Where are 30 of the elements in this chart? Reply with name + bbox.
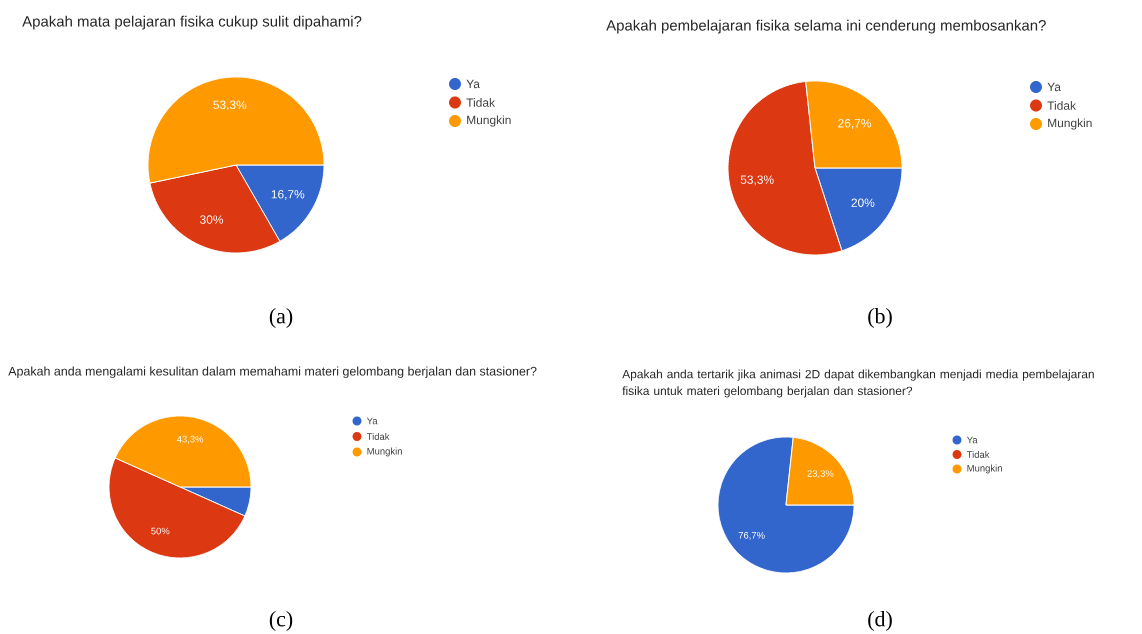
chart-title: Apakah anda tertarik jika animasi 2D dapat dikembangkan menjadi media pembelajaran fisika untuk materi gelombang berjalan dan stasioner?: [622, 369, 1094, 398]
data-label: 76,7%: [738, 531, 765, 540]
data-label: 53,3%: [213, 100, 247, 111]
text: (d): [868, 611, 892, 631]
data-label: 50%: [151, 527, 170, 535]
chart-title: Apakah pembelajaran fisika selama ini cenderung membosankan?: [606, 19, 1046, 34]
data-label: 30%: [200, 215, 224, 224]
legend-label: Tidak: [1047, 101, 1077, 110]
text: (c): [269, 611, 293, 631]
data-label: 16,7%: [271, 190, 305, 200]
text: (a): [269, 308, 293, 328]
legend-label: Tidak: [366, 433, 390, 440]
legend-label: Tidak: [466, 98, 496, 107]
data-label: 23,3%: [807, 470, 834, 478]
text: (b): [868, 308, 892, 328]
data-label: 53,3%: [740, 175, 774, 186]
chart-title: Apakah mata pelajaran fisika cukup sulit dipahami?: [22, 15, 362, 30]
data-label: 26,7%: [838, 119, 872, 129]
legend-label: Mungkin: [967, 464, 1002, 474]
legend-label: Ya: [366, 417, 378, 425]
data-label: 43,3%: [176, 435, 204, 444]
legend-label: Mungkin: [367, 447, 402, 457]
data-label: 20%: [851, 198, 875, 207]
legend-label: Ya: [466, 79, 480, 89]
legend-label: Mungkin: [1048, 118, 1092, 130]
legend-label: Ya: [966, 436, 978, 444]
legend-label: Ya: [1047, 82, 1061, 92]
legend-label: Tidak: [966, 451, 990, 458]
legend-label: Mungkin: [467, 115, 511, 127]
chart-title: Apakah anda mengalami kesulitan dalam memahami materi gelombang berjalan dan stasioner?: [8, 366, 537, 379]
